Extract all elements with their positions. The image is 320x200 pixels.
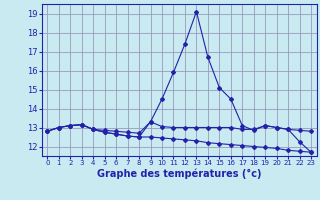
- X-axis label: Graphe des températures (°c): Graphe des températures (°c): [97, 169, 261, 179]
